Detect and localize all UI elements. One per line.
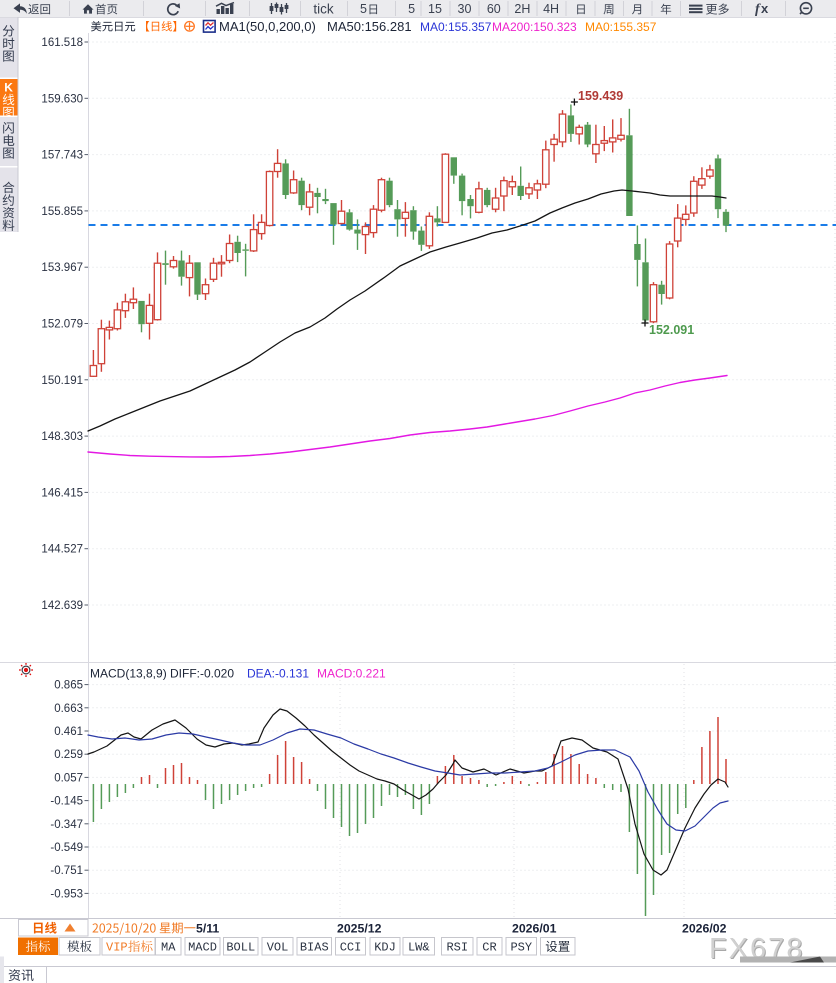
svg-text:148.303: 148.303	[41, 431, 83, 443]
svg-text:CCI: CCI	[340, 941, 362, 955]
svg-text:KDJ: KDJ	[374, 941, 396, 955]
svg-text:VOL: VOL	[267, 941, 289, 955]
svg-text:MA1(50,0,200,0): MA1(50,0,200,0)	[219, 19, 316, 34]
svg-text:MACD: MACD	[188, 941, 217, 955]
svg-text:0.461: 0.461	[54, 726, 83, 738]
svg-text:150.191: 150.191	[41, 375, 83, 387]
svg-text:159.439: 159.439	[578, 89, 623, 103]
svg-text:-0.953: -0.953	[50, 888, 83, 900]
svg-text:K: K	[4, 80, 13, 94]
svg-text:15: 15	[428, 2, 442, 16]
svg-text:0.259: 0.259	[54, 749, 83, 761]
svg-text:BIAS: BIAS	[300, 941, 329, 955]
svg-text:DEA:-0.131: DEA:-0.131	[247, 667, 309, 681]
svg-text:tick: tick	[313, 2, 334, 17]
svg-text:5: 5	[408, 2, 415, 16]
svg-text:5: 5	[360, 2, 367, 16]
svg-text:142.639: 142.639	[41, 600, 83, 612]
svg-text:2H: 2H	[514, 2, 530, 16]
svg-text:2025/12: 2025/12	[337, 922, 382, 936]
svg-text:153.967: 153.967	[41, 262, 83, 274]
svg-text:DIFF:-0.020: DIFF:-0.020	[170, 667, 234, 681]
svg-text:4H: 4H	[543, 2, 559, 16]
svg-text:MA0:155.357: MA0:155.357	[585, 20, 657, 34]
svg-text:30: 30	[458, 2, 472, 16]
svg-text:152.091: 152.091	[649, 323, 694, 337]
svg-text:f: f	[755, 2, 761, 17]
svg-text:-0.145: -0.145	[50, 796, 83, 808]
svg-text:2026/02: 2026/02	[682, 922, 727, 936]
svg-text:-0.347: -0.347	[50, 819, 83, 831]
svg-text:146.415: 146.415	[41, 487, 83, 499]
svg-text:-0.751: -0.751	[50, 865, 83, 877]
svg-text:152.079: 152.079	[41, 319, 83, 331]
svg-text:MA: MA	[161, 941, 176, 955]
svg-text:2026/01: 2026/01	[512, 922, 557, 936]
svg-text:155.855: 155.855	[41, 206, 83, 218]
svg-text:5/11: 5/11	[196, 922, 219, 936]
svg-text:MA200:150.323: MA200:150.323	[492, 20, 577, 34]
svg-text:MACD(13,8,9): MACD(13,8,9)	[90, 667, 167, 681]
svg-text:MACD:0.221: MACD:0.221	[317, 667, 386, 681]
svg-text:x: x	[761, 1, 769, 16]
svg-text:PSY: PSY	[510, 941, 532, 955]
svg-text:0.865: 0.865	[54, 680, 83, 692]
svg-text:MA0:155.357: MA0:155.357	[420, 20, 492, 34]
svg-text:0.057: 0.057	[54, 772, 83, 784]
svg-text:LW&: LW&	[408, 941, 430, 955]
svg-text:-0.549: -0.549	[50, 842, 83, 854]
svg-text:60: 60	[487, 2, 501, 16]
svg-text:0.663: 0.663	[54, 703, 83, 715]
svg-text:159.630: 159.630	[41, 93, 83, 105]
svg-text:157.743: 157.743	[41, 150, 83, 162]
svg-text:VIP: VIP	[106, 941, 128, 955]
svg-text:161.518: 161.518	[41, 37, 83, 49]
svg-text:CR: CR	[482, 941, 496, 955]
svg-text:BOLL: BOLL	[226, 941, 255, 955]
svg-text:RSI: RSI	[446, 941, 468, 955]
svg-text:MA50:156.281: MA50:156.281	[327, 19, 412, 34]
svg-text:144.527: 144.527	[41, 544, 83, 556]
